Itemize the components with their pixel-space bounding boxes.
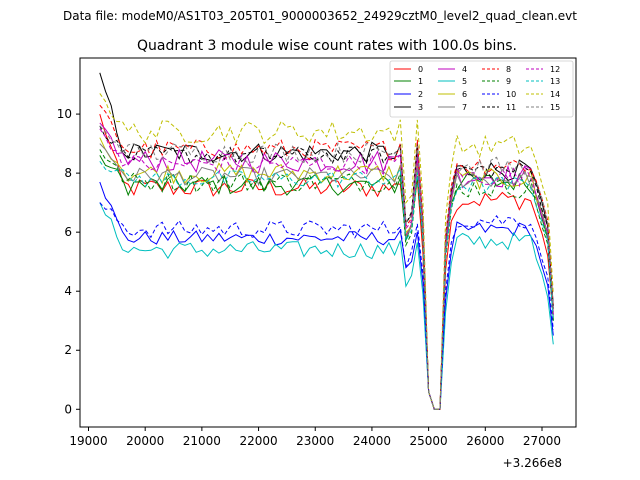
x-tick-label: 23000 bbox=[296, 434, 334, 448]
legend-label-14: 14 bbox=[550, 90, 560, 99]
series-group bbox=[99, 72, 554, 410]
y-tick-label: 0 bbox=[64, 402, 72, 416]
series-line-2 bbox=[99, 181, 554, 410]
chart-suptitle: Data file: modeM0/AS1T03_205T01_90000036… bbox=[63, 9, 577, 23]
legend-label-3: 3 bbox=[418, 103, 423, 112]
x-tick-label: 26000 bbox=[466, 434, 504, 448]
legend-label-10: 10 bbox=[506, 90, 516, 99]
y-tick-label: 8 bbox=[64, 166, 72, 180]
x-offset-label: +3.266e8 bbox=[503, 456, 562, 470]
legend-frame bbox=[389, 60, 574, 118]
series-line-5 bbox=[99, 202, 554, 410]
series-line-0 bbox=[99, 113, 554, 410]
series-line-15 bbox=[99, 125, 554, 410]
x-tick-label: 21000 bbox=[183, 434, 221, 448]
legend-label-8: 8 bbox=[506, 65, 511, 74]
legend-label-9: 9 bbox=[506, 77, 511, 86]
legend-label-7: 7 bbox=[462, 103, 467, 112]
legend-label-11: 11 bbox=[506, 103, 516, 112]
legend-label-2: 2 bbox=[418, 90, 423, 99]
y-tick-label: 6 bbox=[64, 225, 72, 239]
x-tick-label: 22000 bbox=[239, 434, 277, 448]
legend-label-6: 6 bbox=[462, 90, 467, 99]
legend-label-0: 0 bbox=[418, 65, 423, 74]
series-line-14 bbox=[99, 93, 554, 410]
series-line-10 bbox=[99, 202, 554, 410]
x-tick-label: 27000 bbox=[523, 434, 561, 448]
y-axis: 0 2 4 6 8 10 bbox=[57, 107, 80, 416]
series-line-11 bbox=[99, 125, 554, 410]
legend-label-13: 13 bbox=[550, 77, 560, 86]
plot-frame bbox=[79, 57, 577, 428]
x-tick-label: 19000 bbox=[69, 434, 107, 448]
legend-label-5: 5 bbox=[462, 77, 467, 86]
legend-label-1: 1 bbox=[418, 77, 423, 86]
legend-label-15: 15 bbox=[550, 103, 560, 112]
y-tick-label: 2 bbox=[64, 343, 72, 357]
series-line-3 bbox=[99, 72, 554, 410]
series-line-6 bbox=[99, 137, 554, 410]
legend-label-12: 12 bbox=[550, 65, 560, 74]
series-line-9 bbox=[99, 149, 554, 410]
y-tick-label: 4 bbox=[64, 284, 72, 298]
x-tick-label: 24000 bbox=[353, 434, 391, 448]
x-axis: 19000 20000 21000 22000 23000 24000 25000 26000… bbox=[69, 427, 561, 448]
x-tick-label: 25000 bbox=[410, 434, 448, 448]
series-line-8 bbox=[99, 104, 554, 410]
series-line-7 bbox=[99, 143, 554, 410]
series-line-12 bbox=[99, 128, 554, 410]
x-tick-label: 20000 bbox=[126, 434, 164, 448]
series-line-4 bbox=[99, 122, 554, 410]
chart-title: Quadrant 3 module wise count rates with … bbox=[137, 38, 517, 54]
y-tick-label: 10 bbox=[57, 107, 72, 121]
series-line-13 bbox=[99, 161, 554, 410]
legend-label-4: 4 bbox=[462, 65, 467, 74]
